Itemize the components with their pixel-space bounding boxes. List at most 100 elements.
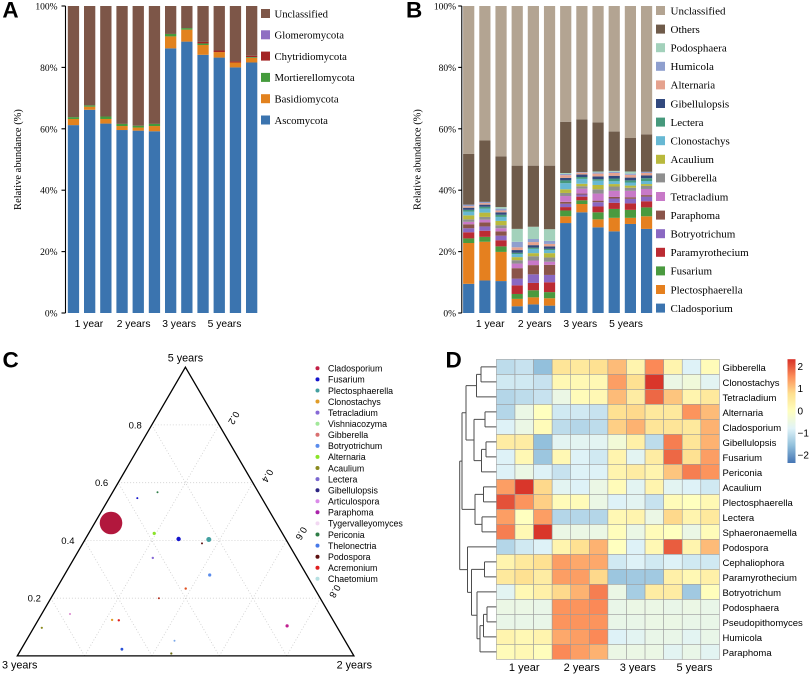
- svg-text:−2: −2: [798, 451, 809, 462]
- svg-text:Clonostachys: Clonostachys: [671, 136, 730, 148]
- svg-text:Botryotrichum: Botryotrichum: [328, 441, 382, 451]
- svg-text:20%: 20%: [439, 248, 457, 258]
- svg-text:Podospora: Podospora: [723, 543, 770, 554]
- svg-text:Cladosporium: Cladosporium: [723, 423, 782, 434]
- svg-text:0.8: 0.8: [129, 420, 142, 431]
- svg-text:Plectosphaerella: Plectosphaerella: [723, 498, 794, 509]
- svg-text:Tetracladium: Tetracladium: [328, 408, 378, 418]
- svg-text:80%: 80%: [439, 64, 457, 74]
- svg-text:40%: 40%: [439, 187, 457, 197]
- svg-text:Ascomycota: Ascomycota: [275, 115, 329, 127]
- svg-text:Cladosporium: Cladosporium: [671, 303, 734, 315]
- svg-text:Paraphoma: Paraphoma: [328, 508, 374, 518]
- svg-text:Tygervalleyomyces: Tygervalleyomyces: [328, 519, 403, 529]
- svg-text:Sphaeronaemella: Sphaeronaemella: [723, 528, 798, 539]
- svg-text:0.4: 0.4: [61, 536, 74, 547]
- svg-text:D: D: [446, 348, 462, 373]
- svg-text:1 year: 1 year: [509, 662, 540, 674]
- svg-text:C: C: [3, 348, 19, 373]
- svg-text:Lectera: Lectera: [671, 117, 704, 129]
- svg-text:100%: 100%: [434, 3, 456, 13]
- svg-text:0.6: 0.6: [293, 525, 309, 542]
- svg-text:Cephaliophora: Cephaliophora: [723, 558, 786, 569]
- svg-text:2: 2: [798, 362, 804, 373]
- svg-text:3 years: 3 years: [563, 319, 597, 330]
- svg-text:Glomeromycota: Glomeromycota: [275, 30, 345, 42]
- svg-text:40%: 40%: [40, 187, 58, 197]
- svg-text:Gibellulopsis: Gibellulopsis: [328, 486, 378, 496]
- svg-text:0%: 0%: [443, 310, 456, 320]
- svg-text:Chaetomium: Chaetomium: [328, 574, 378, 584]
- svg-text:Gibellulopsis: Gibellulopsis: [671, 98, 730, 110]
- svg-text:60%: 60%: [439, 125, 457, 135]
- svg-text:Fusarium: Fusarium: [328, 375, 365, 385]
- svg-text:Vishniacozyma: Vishniacozyma: [328, 419, 387, 429]
- svg-text:Botryotrichum: Botryotrichum: [723, 588, 782, 599]
- svg-text:Alternaria: Alternaria: [723, 408, 764, 419]
- svg-text:Unclassified: Unclassified: [275, 8, 329, 20]
- svg-text:2 years: 2 years: [117, 319, 151, 330]
- svg-text:Cladosporium: Cladosporium: [328, 364, 382, 374]
- svg-text:Paraphoma: Paraphoma: [723, 648, 773, 659]
- svg-text:Clonostachys: Clonostachys: [328, 397, 381, 407]
- svg-text:0.4: 0.4: [259, 467, 275, 484]
- svg-text:Gibberella: Gibberella: [723, 363, 767, 374]
- svg-text:Gibellulopsis: Gibellulopsis: [723, 438, 777, 449]
- svg-text:B: B: [406, 0, 422, 23]
- svg-text:Gibberella: Gibberella: [328, 430, 368, 440]
- svg-text:1 year: 1 year: [476, 319, 505, 330]
- svg-text:3 years: 3 years: [620, 662, 657, 674]
- svg-text:80%: 80%: [40, 64, 58, 74]
- svg-text:60%: 60%: [40, 125, 58, 135]
- svg-text:Acremonium: Acremonium: [328, 563, 377, 573]
- svg-text:Periconia: Periconia: [723, 468, 763, 479]
- svg-text:Relative abundance (%): Relative abundance (%): [413, 109, 424, 210]
- svg-text:Humicola: Humicola: [671, 61, 714, 73]
- svg-text:20%: 20%: [40, 248, 58, 258]
- svg-text:0%: 0%: [45, 310, 58, 320]
- svg-text:Paraphoma: Paraphoma: [671, 210, 721, 222]
- svg-text:Relative abundance (%): Relative abundance (%): [13, 109, 24, 210]
- svg-text:Paramyrothecium: Paramyrothecium: [723, 573, 798, 584]
- svg-text:Acaulium: Acaulium: [723, 483, 762, 494]
- svg-text:0.6: 0.6: [95, 478, 108, 489]
- svg-text:Thelonectria: Thelonectria: [328, 541, 377, 551]
- svg-text:Fusarium: Fusarium: [723, 453, 763, 464]
- svg-text:2 years: 2 years: [337, 660, 373, 672]
- svg-text:Pseudopithomyces: Pseudopithomyces: [723, 618, 804, 629]
- svg-text:Others: Others: [671, 24, 700, 36]
- svg-text:Lectera: Lectera: [723, 513, 755, 524]
- svg-text:5 years: 5 years: [676, 662, 713, 674]
- svg-text:Humicola: Humicola: [723, 633, 763, 644]
- svg-text:5 years: 5 years: [208, 319, 242, 330]
- svg-text:Podospora: Podospora: [328, 552, 371, 562]
- svg-text:3 years: 3 years: [162, 319, 196, 330]
- svg-text:0.2: 0.2: [225, 409, 241, 426]
- svg-text:Clonostachys: Clonostachys: [723, 378, 780, 389]
- svg-text:A: A: [2, 0, 18, 23]
- svg-text:Paramyrothecium: Paramyrothecium: [671, 247, 750, 259]
- svg-text:Gibberella: Gibberella: [671, 173, 718, 185]
- svg-text:Alternaria: Alternaria: [328, 452, 366, 462]
- svg-text:Basidiomycota: Basidiomycota: [275, 94, 339, 106]
- svg-text:0.8: 0.8: [326, 582, 342, 599]
- svg-text:Tetracladium: Tetracladium: [723, 393, 777, 404]
- svg-text:Articulospora: Articulospora: [328, 497, 379, 507]
- svg-text:Lectera: Lectera: [328, 474, 357, 484]
- svg-text:−1: −1: [798, 428, 809, 439]
- svg-text:5 years: 5 years: [168, 353, 204, 365]
- svg-text:0.2: 0.2: [28, 594, 41, 605]
- svg-text:Chytridiomycota: Chytridiomycota: [275, 51, 348, 63]
- svg-text:1: 1: [798, 384, 804, 395]
- svg-text:0: 0: [798, 406, 804, 417]
- svg-text:2 years: 2 years: [518, 319, 552, 330]
- svg-text:2 years: 2 years: [564, 662, 601, 674]
- svg-text:5 years: 5 years: [609, 319, 643, 330]
- svg-text:Periconia: Periconia: [328, 530, 365, 540]
- svg-text:Tetracladium: Tetracladium: [671, 191, 729, 203]
- svg-text:Acaulium: Acaulium: [328, 463, 364, 473]
- svg-text:Podosphaera: Podosphaera: [671, 43, 727, 55]
- svg-text:Acaulium: Acaulium: [671, 154, 715, 166]
- svg-text:Podosphaera: Podosphaera: [723, 603, 780, 614]
- svg-text:Mortierellomycota: Mortierellomycota: [275, 72, 355, 84]
